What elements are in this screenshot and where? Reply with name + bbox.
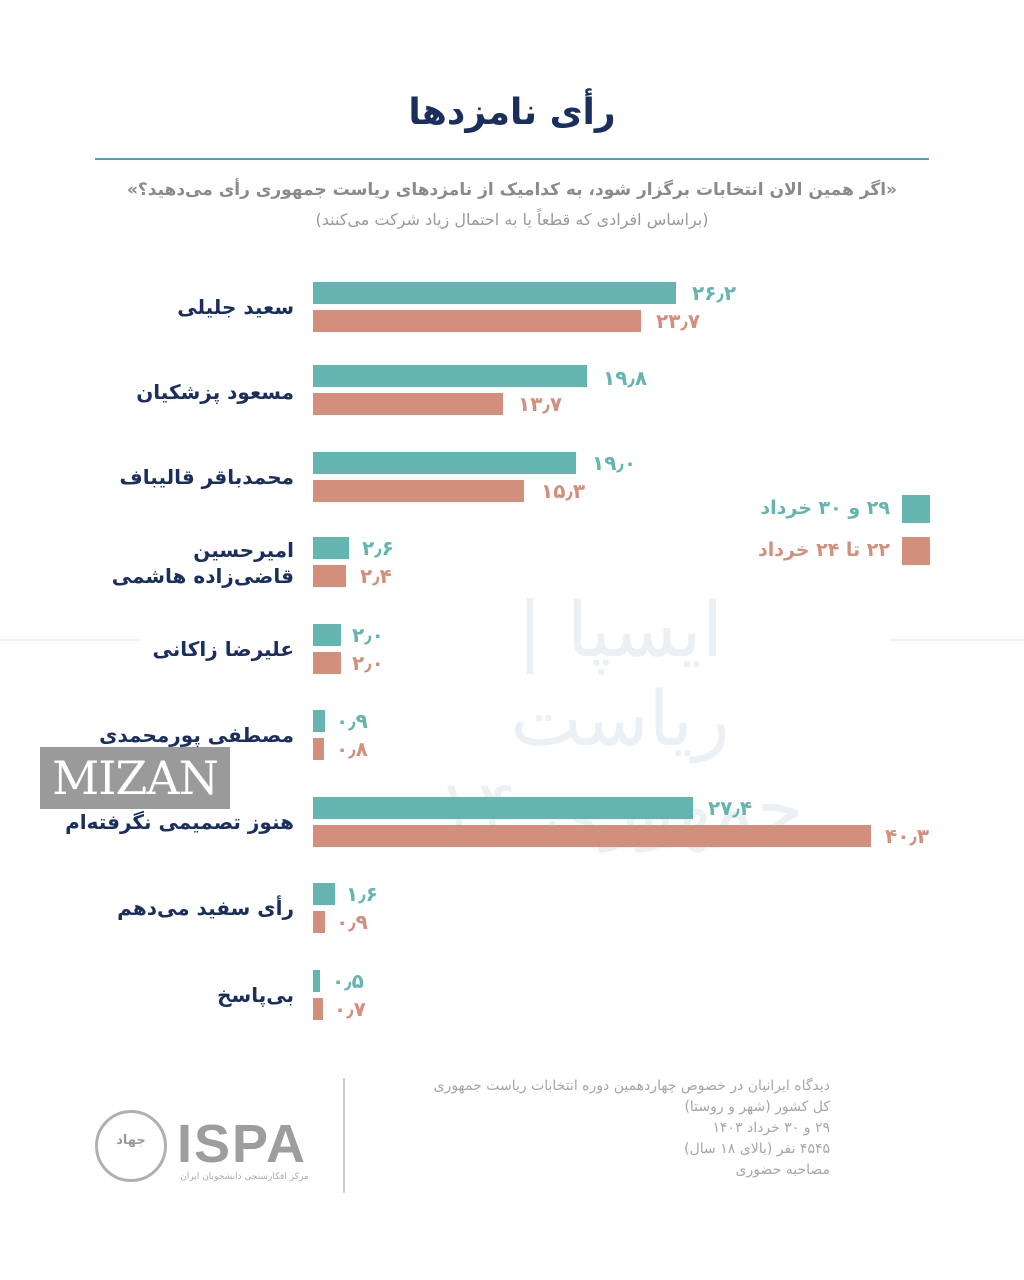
- value-series-b: ۲٫۴: [360, 564, 392, 588]
- value-series-a: ۰٫۵: [332, 969, 364, 993]
- mizan-watermark: MIZAN: [40, 747, 230, 809]
- bar-series-b: [313, 652, 341, 674]
- watermark-line-left: [0, 639, 140, 641]
- row-label: هنوز تصمیمی نگرفته‌ام: [65, 810, 294, 834]
- value-series-a: ۲٫۰: [352, 623, 384, 647]
- bar-series-b: [313, 738, 324, 760]
- legend-item-series-a: ۲۹ و ۳۰ خرداد: [745, 495, 930, 525]
- bar-series-a: [313, 797, 693, 819]
- row-label: مصطفی پورمحمدی: [99, 723, 294, 747]
- bar-series-a: [313, 452, 576, 474]
- row-label: امیرحسین قاضی‌زاده هاشمی: [111, 538, 294, 588]
- bar-series-a: [313, 710, 325, 732]
- bar-series-b: [313, 480, 524, 502]
- legend-swatch: [902, 537, 930, 565]
- value-series-a: ۲٫۶: [362, 536, 394, 560]
- ispa-subtitle: مرکز افکارسنجی دانشجویان ایران: [180, 1172, 309, 1182]
- bar-series-b: [313, 825, 871, 847]
- value-series-b: ۱۵٫۳: [541, 479, 586, 503]
- bar-series-a: [313, 282, 676, 304]
- legend-item-series-b: ۲۲ تا ۲۴ خرداد: [745, 537, 930, 567]
- value-series-a: ۲۷٫۴: [708, 796, 753, 820]
- bar-series-a: [313, 970, 320, 992]
- watermark-line-right: [890, 639, 1024, 641]
- legend-swatch: [902, 495, 930, 523]
- value-series-a: ۰٫۹: [336, 709, 368, 733]
- bar-series-b: [313, 565, 346, 587]
- bar-series-b: [313, 310, 641, 332]
- value-series-b: ۲۳٫۷: [656, 309, 701, 333]
- bar-series-b: [313, 911, 325, 933]
- value-series-b: ۱۳٫۷: [518, 392, 563, 416]
- value-series-a: ۱۹٫۸: [603, 366, 648, 390]
- bar-series-a: [313, 624, 341, 646]
- row-label: سعید جلیلی: [177, 295, 294, 319]
- footer-divider: [343, 1078, 345, 1193]
- value-series-a: ۱۹٫۰: [592, 451, 637, 475]
- jahad-logo-text: جهاد: [116, 1133, 146, 1148]
- bar-series-b: [313, 998, 323, 1020]
- chart-title: رأی نامزدها: [408, 92, 616, 133]
- bar-series-a: [313, 537, 349, 559]
- legend-label: ۲۹ و ۳۰ خرداد: [760, 497, 890, 519]
- chart-legend: ۲۹ و ۳۰ خرداد ۲۲ تا ۲۴ خرداد: [745, 495, 930, 579]
- bar-series-a: [313, 365, 587, 387]
- row-label: محمدباقر قالیباف: [119, 465, 294, 489]
- survey-info: دیدگاه ایرانیان در خصوص چهاردهمین دوره ا…: [360, 1076, 830, 1181]
- survey-info-line: کل کشور (شهر و روستا): [684, 1099, 830, 1115]
- row-label: رأی سفید می‌دهم: [117, 896, 294, 920]
- value-series-a: ۲۶٫۲: [692, 281, 737, 305]
- value-series-b: ۰٫۷: [334, 997, 366, 1021]
- row-label: بی‌پاسخ: [217, 983, 294, 1007]
- bar-series-b: [313, 393, 503, 415]
- legend-label: ۲۲ تا ۲۴ خرداد: [757, 539, 890, 561]
- ispa-logo: ISPA: [177, 1114, 308, 1174]
- survey-question: «اگر همین الان انتخابات برگزار شود، به ک…: [126, 180, 898, 200]
- survey-info-line: ۲۹ و ۳۰ خرداد ۱۴۰۳: [712, 1120, 830, 1136]
- value-series-b: ۲٫۰: [352, 651, 384, 675]
- survey-info-line: دیدگاه ایرانیان در خصوص چهاردهمین دوره ا…: [433, 1078, 830, 1094]
- survey-subtitle: (براساس افرادی که قطعاً یا به احتمال زیا…: [315, 210, 709, 229]
- value-series-b: ۰٫۸: [336, 737, 368, 761]
- row-label: علیرضا زاکانی: [152, 637, 294, 661]
- value-series-a: ۱٫۶: [346, 882, 378, 906]
- bar-series-a: [313, 883, 335, 905]
- row-label: مسعود پزشکیان: [136, 380, 294, 404]
- survey-info-line: ۴۵۴۵ نفر (بالای ۱۸ سال): [684, 1141, 830, 1157]
- title-divider: [95, 158, 929, 160]
- survey-info-line: مصاحبه حضوری: [735, 1162, 831, 1178]
- value-series-b: ۰٫۹: [336, 910, 368, 934]
- jahad-logo: جهاد: [95, 1110, 167, 1182]
- value-series-b: ۴۰٫۳: [885, 824, 930, 848]
